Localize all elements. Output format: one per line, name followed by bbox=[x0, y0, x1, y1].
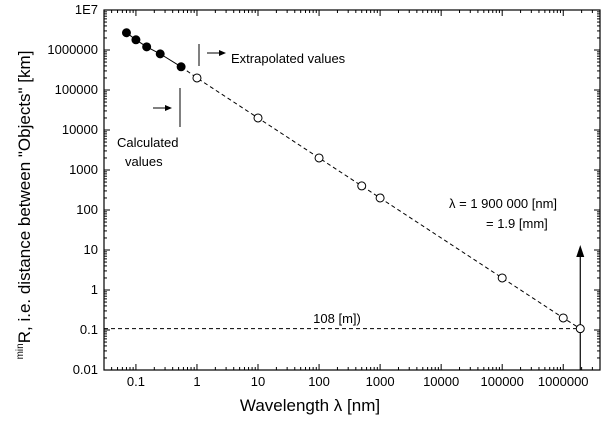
svg-text:minR, i.e. distance between "O: minR, i.e. distance between "Objects" [k… bbox=[15, 51, 34, 360]
extrapolated-point bbox=[497, 273, 507, 283]
distance-label: 108 [m]) bbox=[313, 311, 361, 326]
tick-labels: 0.1 1 10 100 1000 10000 100000 1000000 0.01 0.1 1 1… bbox=[47, 2, 588, 389]
x-tick-label: 1000 bbox=[366, 374, 395, 389]
extrapolated-point bbox=[375, 193, 385, 203]
x-axis-title: Wavelength λ [nm] bbox=[240, 396, 380, 415]
x-tick-label: 1 bbox=[193, 374, 200, 389]
calculated-point bbox=[121, 28, 131, 38]
extrapolated-point bbox=[575, 324, 585, 334]
calculated-point bbox=[155, 49, 165, 59]
extrapolated-arrow-head bbox=[219, 50, 226, 56]
calculated-values-label-line1: Calculated bbox=[117, 135, 178, 150]
y-tick-label: 0.01 bbox=[73, 362, 98, 377]
y-tick-label: 100000 bbox=[55, 82, 98, 97]
y-tick-label: 1000 bbox=[69, 162, 98, 177]
extrapolated-point bbox=[357, 181, 367, 191]
y-tick-label: 10000 bbox=[62, 122, 98, 137]
y-tick-label: 10 bbox=[84, 242, 98, 257]
x-tick-label: 100 bbox=[308, 374, 330, 389]
annotation-lines bbox=[104, 44, 585, 370]
x-tick-label: 100000 bbox=[481, 374, 524, 389]
x-tick-label: 10 bbox=[251, 374, 265, 389]
lambda-arrow-head bbox=[576, 245, 585, 257]
y-tick-label: 1000000 bbox=[47, 42, 98, 57]
plot-frame bbox=[103, 9, 601, 371]
data-points bbox=[121, 28, 585, 334]
x-tick-label: 0.1 bbox=[127, 374, 145, 389]
extrapolated-series-line bbox=[180, 66, 581, 330]
y-tick-label: 100 bbox=[76, 202, 98, 217]
extrapolated-point bbox=[558, 313, 568, 323]
calculated-point bbox=[142, 42, 152, 52]
x-tick-label: 1000000 bbox=[538, 374, 589, 389]
x-tick-label: 10000 bbox=[423, 374, 459, 389]
y-tick-label: 1E7 bbox=[75, 2, 98, 17]
calculated-point bbox=[176, 62, 186, 72]
calculated-values-label-line2: values bbox=[125, 154, 163, 169]
lambda-label-line1: λ = 1 900 000 [nm] bbox=[449, 196, 557, 211]
y-axis-title-main: R, i.e. distance between "Objects" [km] bbox=[15, 51, 34, 344]
y-tick-label: 1 bbox=[91, 282, 98, 297]
extrapolated-point bbox=[192, 73, 202, 83]
y-tick-label: 0.1 bbox=[80, 322, 98, 337]
lambda-label-line2: = 1.9 [mm] bbox=[486, 216, 548, 231]
y-axis-title: minR, i.e. distance between "Objects" [k… bbox=[15, 51, 34, 360]
calculated-point bbox=[131, 35, 141, 45]
extrapolated-values-label: Extrapolated values bbox=[231, 51, 346, 66]
extrapolated-point bbox=[253, 113, 263, 123]
extrapolated-point bbox=[314, 153, 324, 163]
calculated-arrow-head bbox=[165, 105, 172, 111]
y-axis-title-superscript: min bbox=[15, 343, 26, 359]
